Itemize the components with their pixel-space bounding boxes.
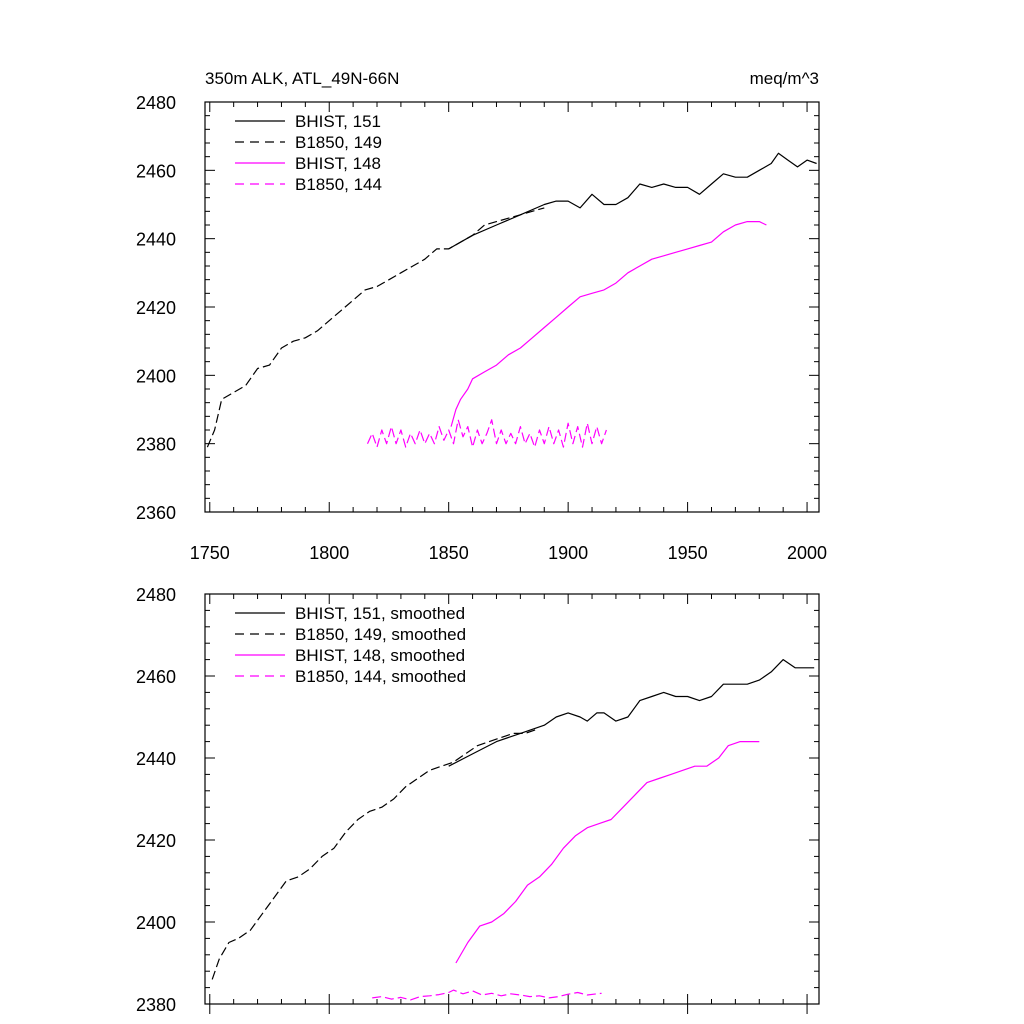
- y-tick-label: 2380: [136, 995, 176, 1015]
- legend-label: BHIST, 148: [295, 154, 381, 173]
- legend-label: BHIST, 151: [295, 112, 381, 131]
- series-line: [448, 152, 817, 250]
- plot-frame: [204, 593, 820, 1005]
- series-line: [455, 741, 760, 964]
- series-lines: [211, 659, 815, 1001]
- legend-label: B1850, 144, smoothed: [295, 667, 466, 686]
- tick-labels: 1750 1800 1850 1900 1950 2000 2360 2380 2400 2420…: [136, 93, 827, 563]
- y-tick-label: 2380: [136, 435, 176, 455]
- series-line: [366, 419, 607, 448]
- x-tick-label: 1900: [548, 543, 588, 563]
- series-line: [211, 728, 538, 980]
- legend-label: BHIST, 148, smoothed: [295, 646, 465, 665]
- x-tick-label: 1800: [309, 543, 349, 563]
- legend-label: B1850, 149: [295, 133, 382, 152]
- y-tick-label: 2460: [136, 667, 176, 687]
- legend-label: BHIST, 151, smoothed: [295, 604, 465, 623]
- series-line: [450, 221, 767, 427]
- legend: BHIST, 151, smoothed B1850, 149, smoothed…: [235, 604, 466, 686]
- series-line: [448, 659, 815, 767]
- tick-labels: 2380 2400 2420 2440 2460 2480: [136, 585, 176, 1015]
- series-lines: [206, 152, 817, 448]
- series-line: [206, 207, 545, 448]
- y-tick-label: 2480: [136, 585, 176, 605]
- tick-marks: [205, 101, 819, 513]
- x-tick-label: 2000: [787, 543, 827, 563]
- y-tick-label: 2460: [136, 161, 176, 181]
- legend-label: B1850, 149, smoothed: [295, 625, 466, 644]
- legend-label: B1850, 144: [295, 175, 382, 194]
- y-tick-label: 2360: [136, 503, 176, 523]
- x-tick-label: 1750: [190, 543, 230, 563]
- y-tick-label: 2420: [136, 831, 176, 851]
- y-tick-label: 2480: [136, 93, 176, 113]
- x-tick-label: 1850: [429, 543, 469, 563]
- chart-title: 350m ALK, ATL_49N-66N: [205, 69, 399, 88]
- y-tick-label: 2440: [136, 749, 176, 769]
- x-tick-label: 1950: [668, 543, 708, 563]
- y-tick-label: 2400: [136, 366, 176, 386]
- y-tick-label: 2420: [136, 298, 176, 318]
- bottom-panel: 2380 2400 2420 2440 2460 2480 BHIST, 151, smo…: [136, 585, 820, 1015]
- top-panel: 350m ALK, ATL_49N-66N meq/m^3 1750 1800 18…: [136, 69, 827, 563]
- tick-marks: [205, 593, 819, 1014]
- legend: BHIST, 151 B1850, 149 BHIST, 148 B1850, 144: [235, 112, 382, 194]
- y-tick-label: 2440: [136, 230, 176, 250]
- units-label: meq/m^3: [750, 69, 819, 88]
- y-tick-label: 2400: [136, 913, 176, 933]
- series-line: [372, 989, 602, 1001]
